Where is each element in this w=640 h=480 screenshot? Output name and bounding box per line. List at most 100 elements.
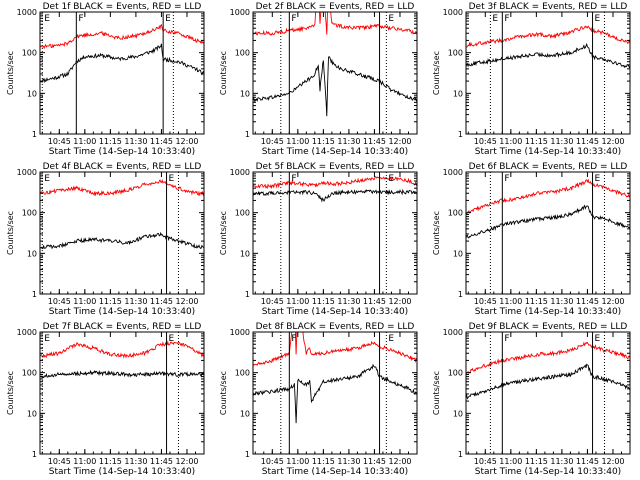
plot-area [253, 332, 417, 424]
x-tick-label: 10:45 [48, 297, 71, 306]
y-tick-label: 1 [458, 130, 463, 139]
x-tick-label: 11:45 [363, 297, 386, 306]
lld-series-line [253, 332, 417, 366]
time-marker-label: E [169, 334, 175, 344]
x-tick-label: 11:15 [99, 137, 122, 146]
time-marker-label: E [388, 14, 394, 24]
plot-frame [465, 331, 631, 455]
detector-panel: Det 5f BLACK = Events, RED = LLD F E 1 10 100… [219, 162, 418, 317]
y-tick-label: 100 [235, 369, 250, 378]
time-marker-label: E [165, 14, 171, 24]
y-tick-label: 10 [453, 409, 463, 418]
y-tick-label: 100 [22, 369, 37, 378]
y-tick-label: 1 [458, 450, 463, 459]
x-tick-label: 10:45 [48, 457, 71, 466]
x-tick-label: 11:15 [525, 137, 548, 146]
x-tick-label: 11:45 [150, 457, 173, 466]
y-tick-label: 1000 [17, 168, 37, 177]
x-tick-label: 12:00 [601, 137, 624, 146]
lld-series-line [466, 341, 630, 374]
x-tick-label: 12:00 [601, 297, 624, 306]
y-tick-label: 10 [27, 409, 37, 418]
time-marker-label: E [44, 174, 50, 184]
time-marker-label: F [291, 334, 296, 344]
x-tick-label: 12:00 [175, 137, 198, 146]
plot-area [466, 178, 630, 239]
x-tick-label: 11:30 [124, 137, 147, 146]
y-tick-label: 1 [245, 290, 250, 299]
x-tick-label: 10:45 [474, 137, 497, 146]
panel-title: Det 3f BLACK = Events, RED = LLD [469, 2, 628, 12]
time-marker-label: E [388, 174, 394, 184]
x-tick-label: 11:00 [286, 137, 309, 146]
y-tick-label: 100 [235, 49, 250, 58]
panel-title: Det 6f BLACK = Events, RED = LLD [469, 162, 628, 172]
x-tick-label: 12:00 [388, 457, 411, 466]
panel-title: Det 8f BLACK = Events, RED = LLD [256, 322, 415, 332]
panel-title: Det 2f BLACK = Events, RED = LLD [256, 2, 415, 12]
events-series-line [466, 42, 630, 69]
time-marker-label: F [504, 334, 509, 344]
y-tick-label: 1 [32, 450, 37, 459]
events-series-line [40, 369, 204, 379]
y-axis-label: Counts/sec [432, 51, 441, 95]
x-tick-label: 11:15 [525, 297, 548, 306]
x-tick-label: 10:45 [474, 457, 497, 466]
plot-area [466, 25, 630, 69]
time-marker-label: E [44, 14, 50, 24]
x-tick-label: 11:45 [150, 137, 173, 146]
x-tick-label: 11:45 [363, 137, 386, 146]
x-tick-label: 11:00 [73, 137, 96, 146]
x-tick-label: 11:00 [73, 297, 96, 306]
detector-panel: Det 4f BLACK = Events, RED = LLD E E 1 10 100… [6, 162, 205, 317]
x-tick-label: 11:45 [150, 297, 173, 306]
x-tick-label: 10:45 [48, 137, 71, 146]
plot-area [253, 12, 417, 117]
x-tick-label: 12:00 [388, 137, 411, 146]
panel-title: Det 7f BLACK = Events, RED = LLD [43, 322, 202, 332]
y-tick-label: 100 [235, 209, 250, 218]
y-axis-label: Counts/sec [219, 51, 228, 95]
x-tick-label: 11:00 [499, 137, 522, 146]
lld-series-line [253, 12, 417, 36]
y-axis-label: Counts/sec [219, 211, 228, 255]
y-tick-label: 1 [458, 290, 463, 299]
y-tick-label: 1000 [230, 168, 250, 177]
detector-panel: Det 1f BLACK = Events, RED = LLD E F E 1 10 10… [6, 2, 205, 157]
x-axis-label: Start Time (14-Sep-14 10:33:40) [49, 467, 195, 477]
detector-panel: Det 8f BLACK = Events, RED = LLD F E 1 10 100… [219, 322, 418, 477]
x-tick-label: 11:30 [337, 137, 360, 146]
plot-area [253, 175, 417, 203]
plot-frame [252, 331, 418, 455]
x-tick-label: 11:30 [124, 457, 147, 466]
x-tick-label: 10:45 [261, 457, 284, 466]
y-axis-label: Counts/sec [6, 371, 15, 415]
x-tick-label: 11:15 [99, 297, 122, 306]
x-axis-label: Start Time (14-Sep-14 10:33:40) [475, 467, 621, 477]
x-tick-label: 10:45 [261, 137, 284, 146]
x-tick-label: 11:30 [337, 457, 360, 466]
x-tick-label: 11:45 [363, 457, 386, 466]
events-series-line [253, 55, 417, 117]
y-tick-label: 1 [32, 130, 37, 139]
plot-frame [465, 171, 631, 295]
panel-title: Det 9f BLACK = Events, RED = LLD [469, 322, 628, 332]
events-series-line [253, 363, 417, 424]
x-tick-label: 10:45 [261, 297, 284, 306]
x-tick-label: 12:00 [601, 457, 624, 466]
x-tick-label: 11:15 [99, 457, 122, 466]
plot-frame [252, 11, 418, 135]
y-tick-label: 100 [448, 49, 463, 58]
x-axis-label: Start Time (14-Sep-14 10:33:40) [262, 147, 408, 157]
x-axis-label: Start Time (14-Sep-14 10:33:40) [475, 307, 621, 317]
panel-title: Det 5f BLACK = Events, RED = LLD [256, 162, 415, 172]
y-tick-label: 1000 [17, 328, 37, 337]
x-tick-label: 11:00 [499, 297, 522, 306]
time-marker-label: E [388, 334, 394, 344]
x-tick-label: 11:00 [286, 457, 309, 466]
lld-series-line [40, 340, 204, 359]
x-axis-label: Start Time (14-Sep-14 10:33:40) [262, 467, 408, 477]
x-tick-label: 11:15 [312, 297, 335, 306]
y-tick-label: 100 [448, 209, 463, 218]
